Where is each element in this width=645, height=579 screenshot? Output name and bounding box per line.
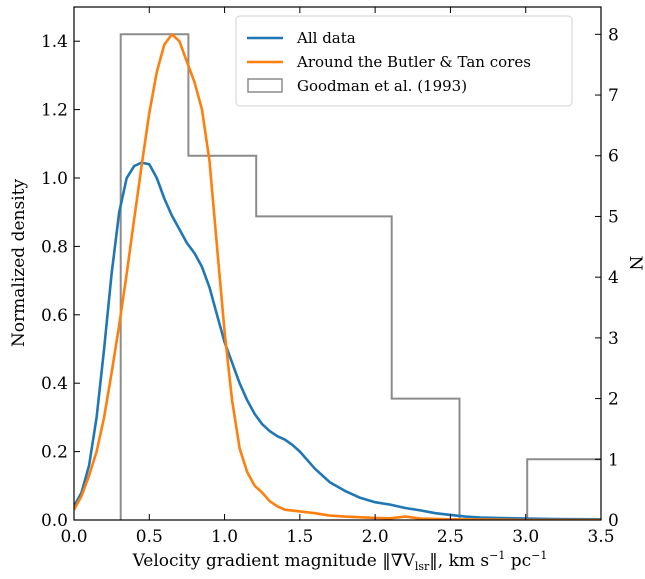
- y-tick-label: 1.4: [41, 32, 68, 52]
- legend-patch-goodman: [247, 78, 283, 93]
- y-tick-label: 0.0: [41, 511, 68, 531]
- y-tick-label: 1.2: [41, 101, 68, 121]
- x-axis-label: Velocity gradient magnitude ‖∇Vlsr‖, km …: [132, 549, 548, 573]
- y2-tick-label: 6: [608, 147, 619, 167]
- x-tick-label: 2.0: [362, 527, 389, 547]
- plot-frame: [73, 6, 602, 521]
- series-line-0: [74, 161, 601, 520]
- plot-content: [74, 33, 601, 520]
- x-tick-label: 1.5: [286, 527, 313, 547]
- y2-tick-label: 3: [608, 329, 619, 349]
- y-tick-label: 0.8: [41, 237, 68, 257]
- x-axis-label-exp2: −1: [531, 549, 547, 562]
- x-tick-label: 1.0: [211, 527, 238, 547]
- series-line-1: [74, 33, 601, 520]
- legend: All data Around the Butler & Tan cores G…: [235, 15, 573, 107]
- x-tick-label: 0.5: [136, 527, 163, 547]
- legend-label-all-data: All data: [296, 29, 356, 47]
- y2-tick-label: 7: [608, 86, 619, 106]
- y2-tick-label: 4: [608, 268, 619, 288]
- legend-label-butler-tan: Around the Butler & Tan cores: [296, 53, 531, 71]
- y2-tick-label: 2: [608, 390, 619, 410]
- y-tick-label: 0.6: [41, 306, 68, 326]
- histogram-goodman: [119, 33, 601, 520]
- y2-tick-label: 8: [608, 25, 619, 45]
- y2-tick-label: 0: [608, 511, 619, 531]
- x-axis-label-exp1: −1: [489, 549, 505, 562]
- x-tick-label: 3.0: [512, 527, 539, 547]
- axis-ticks: 0.0 0.5 1.0 1.5 2.0 2.5 3.0 3.5 0.0 0.2 0.4 0.6 0.8 1…: [41, 7, 619, 547]
- y-tick-label: 1.0: [41, 169, 68, 189]
- y-axis-label: Normalized density: [9, 179, 29, 348]
- y2-tick-label: 1: [608, 450, 619, 470]
- x-axis-label-sub: lsr: [415, 560, 430, 573]
- x-tick-label: 2.5: [437, 527, 464, 547]
- x-axis-label-unit2: pc: [505, 551, 531, 571]
- x-tick-label: 0.0: [60, 527, 87, 547]
- x-axis-label-prefix: Velocity gradient magnitude ‖∇V: [132, 551, 416, 571]
- y-tick-label: 0.4: [41, 374, 68, 394]
- y-tick-label: 0.2: [41, 443, 68, 463]
- x-tick-label: 3.5: [587, 527, 614, 547]
- legend-box: [235, 15, 573, 107]
- y2-tick-label: 5: [608, 207, 619, 227]
- x-axis-label-suffix: ‖, km s: [429, 551, 489, 571]
- y2-axis-label: N: [625, 256, 645, 271]
- legend-label-goodman: Goodman et al. (1993): [297, 77, 467, 95]
